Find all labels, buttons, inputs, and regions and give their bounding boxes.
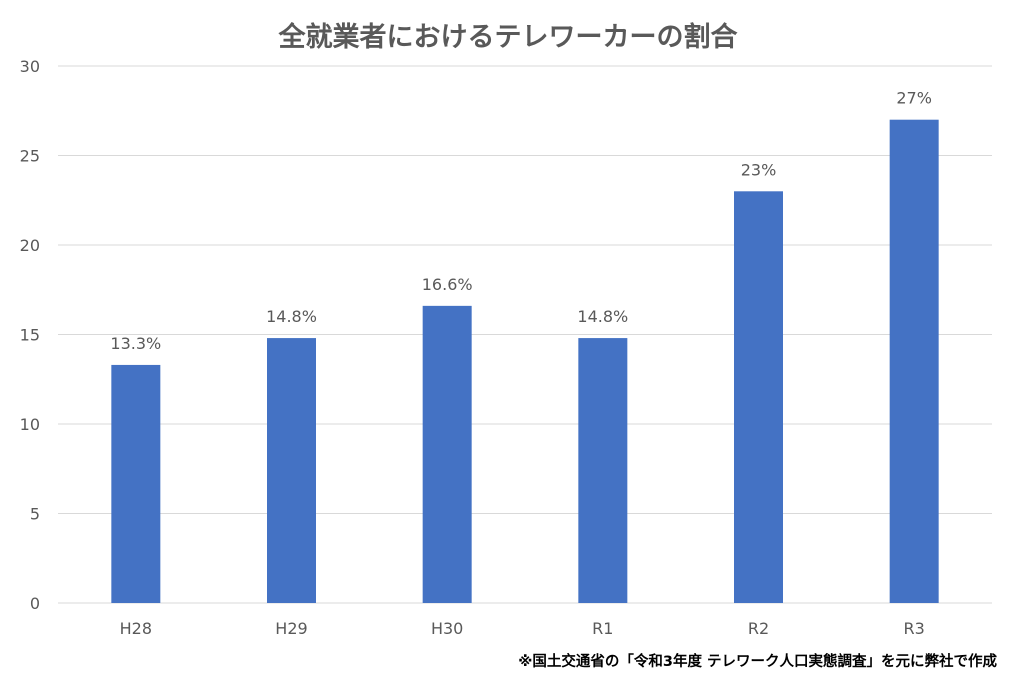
x-tick-label-H29: H29 bbox=[275, 619, 307, 638]
y-tick-label-15: 15 bbox=[20, 326, 40, 345]
y-tick-label-0: 0 bbox=[30, 594, 40, 613]
y-axis-tick-labels: 0 5 10 15 20 25 30 bbox=[20, 57, 40, 613]
data-label-H29: 14.8% bbox=[266, 307, 317, 326]
y-tick-label-30: 30 bbox=[20, 57, 40, 76]
bar-H29 bbox=[267, 338, 316, 603]
y-tick-label-5: 5 bbox=[30, 505, 40, 524]
bars bbox=[111, 119, 939, 604]
x-tick-label-H28: H28 bbox=[120, 619, 152, 638]
x-tick-label-R3: R3 bbox=[904, 619, 925, 638]
data-labels: 13.3% 14.8% 16.6% 14.8% 23% 27% bbox=[110, 89, 932, 353]
bar-H30 bbox=[422, 305, 472, 603]
gridlines bbox=[58, 65, 992, 604]
y-tick-label-25: 25 bbox=[20, 147, 40, 166]
bar-R1 bbox=[578, 338, 628, 603]
chart-title: 全就業者におけるテレワーカーの割合 bbox=[278, 21, 738, 53]
x-axis-tick-labels: H28 H29 H30 R1 R2 R3 bbox=[120, 619, 925, 638]
bar-R3 bbox=[889, 119, 939, 603]
data-label-R2: 23% bbox=[741, 160, 777, 179]
x-tick-label-H30: H30 bbox=[431, 619, 463, 638]
data-label-R3: 27% bbox=[896, 89, 932, 108]
y-tick-label-20: 20 bbox=[20, 236, 40, 255]
bar-H28 bbox=[111, 364, 161, 603]
data-label-R1: 14.8% bbox=[577, 307, 628, 326]
x-tick-label-R2: R2 bbox=[748, 619, 769, 638]
y-tick-label-10: 10 bbox=[20, 415, 40, 434]
bar-R2 bbox=[734, 191, 783, 604]
source-note: ※国土交通省の「令和3年度 テレワーク人口実態調査」を元に弊社で作成 bbox=[518, 652, 997, 670]
data-label-H30: 16.6% bbox=[422, 275, 473, 294]
x-tick-label-R1: R1 bbox=[592, 619, 613, 638]
data-label-H28: 13.3% bbox=[110, 334, 161, 353]
